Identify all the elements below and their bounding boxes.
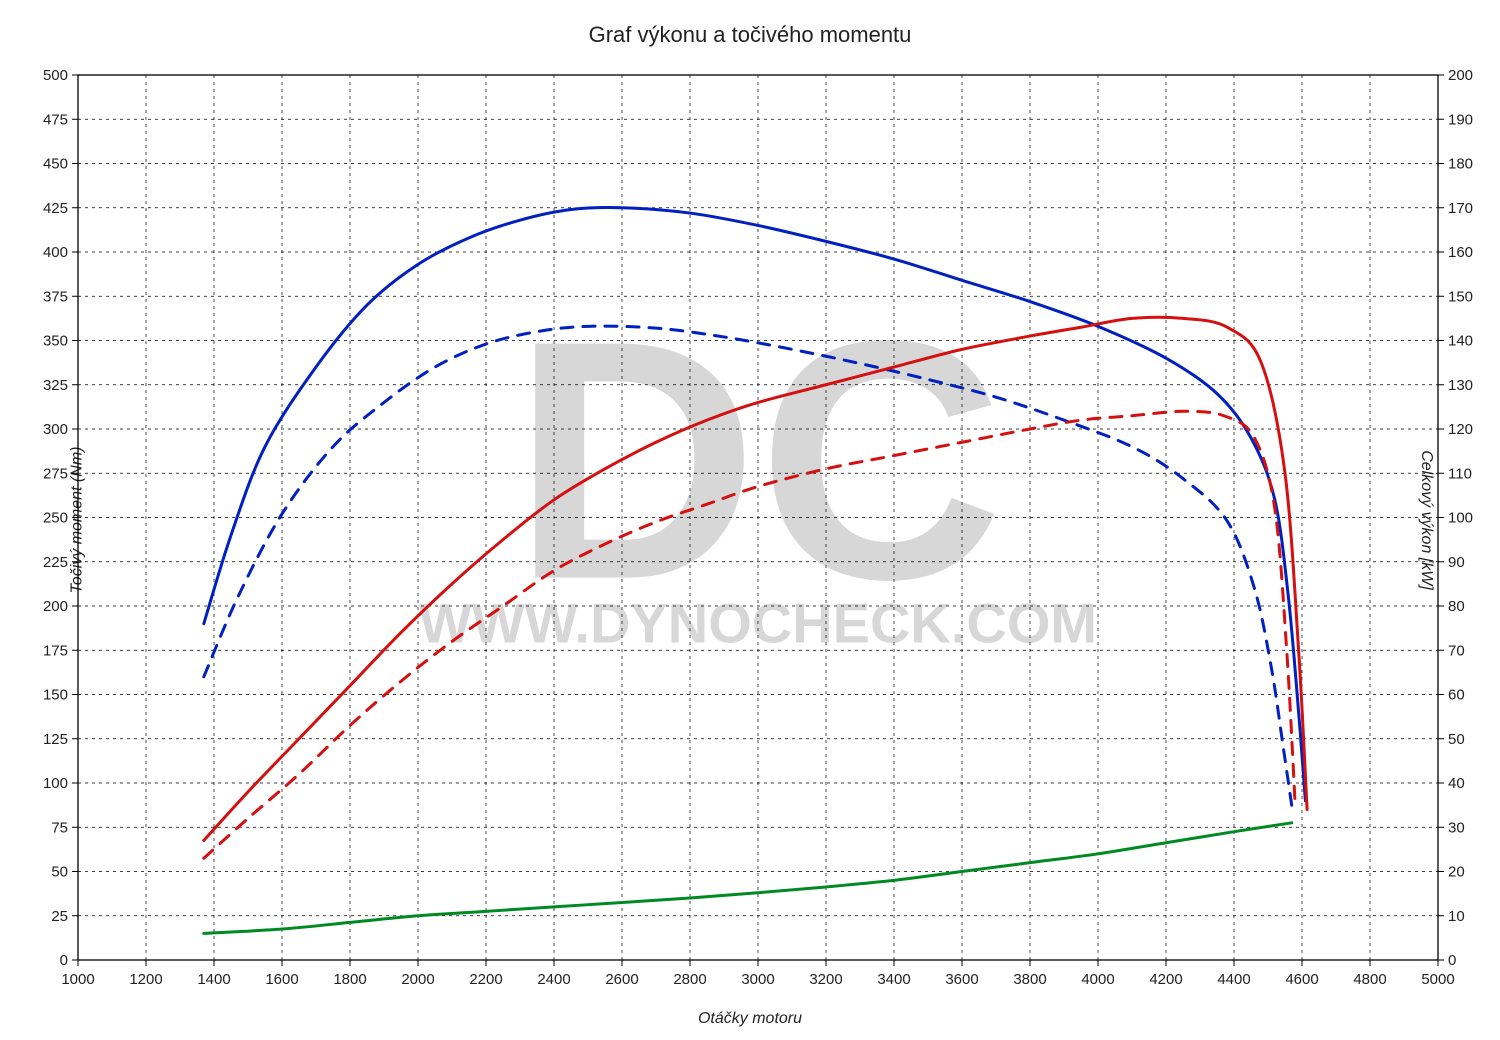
x-tick-label: 4800 xyxy=(1353,971,1386,988)
x-tick-label: 1200 xyxy=(129,971,162,988)
y-right-tick-label: 70 xyxy=(1448,642,1465,659)
y-right-tick-label: 180 xyxy=(1448,156,1473,173)
y-left-tick-label: 500 xyxy=(43,67,68,84)
y-right-tick-label: 200 xyxy=(1448,67,1473,84)
y-right-tick-label: 110 xyxy=(1448,465,1472,482)
x-tick-label: 4200 xyxy=(1149,971,1182,988)
x-tick-label: 1400 xyxy=(197,971,230,988)
y-left-tick-label: 400 xyxy=(43,244,68,261)
x-tick-label: 3400 xyxy=(877,971,910,988)
x-tick-label: 2400 xyxy=(537,971,570,988)
y-right-tick-label: 150 xyxy=(1448,288,1473,305)
y-right-tick-label: 10 xyxy=(1448,908,1465,925)
y-left-tick-label: 300 xyxy=(43,421,68,438)
y-left-tick-label: 150 xyxy=(43,687,68,704)
x-tick-label: 5000 xyxy=(1421,971,1454,988)
y-left-tick-label: 375 xyxy=(43,288,68,305)
y-left-tick-label: 250 xyxy=(43,510,68,527)
y-right-tick-label: 190 xyxy=(1448,111,1473,128)
x-tick-label: 4600 xyxy=(1285,971,1318,988)
y-right-tick-label: 50 xyxy=(1448,731,1465,748)
y-left-tick-label: 450 xyxy=(43,156,68,173)
x-tick-label: 1600 xyxy=(265,971,298,988)
y-left-tick-label: 125 xyxy=(43,731,68,748)
x-tick-label: 2800 xyxy=(673,971,706,988)
y-left-tick-label: 100 xyxy=(43,775,68,792)
y-right-tick-label: 20 xyxy=(1448,864,1465,881)
y-right-tick-label: 80 xyxy=(1448,598,1465,615)
y-left-tick-label: 475 xyxy=(43,111,68,128)
y-left-tick-label: 425 xyxy=(43,200,68,217)
y-right-tick-label: 160 xyxy=(1448,244,1473,261)
x-tick-label: 3200 xyxy=(809,971,842,988)
y-right-tick-label: 100 xyxy=(1448,510,1473,527)
y-left-tick-label: 25 xyxy=(51,908,68,925)
x-tick-label: 1800 xyxy=(333,971,366,988)
x-tick-label: 3000 xyxy=(741,971,774,988)
y-right-tick-label: 170 xyxy=(1448,200,1473,217)
y-right-tick-label: 40 xyxy=(1448,775,1465,792)
y-right-tick-label: 60 xyxy=(1448,687,1465,704)
x-tick-label: 4000 xyxy=(1081,971,1114,988)
y-right-tick-label: 140 xyxy=(1448,333,1473,350)
x-tick-label: 2000 xyxy=(401,971,434,988)
x-tick-label: 3800 xyxy=(1013,971,1046,988)
grid xyxy=(78,75,1438,960)
y-right-tick-label: 30 xyxy=(1448,819,1465,836)
y-right-tick-label: 120 xyxy=(1448,421,1473,438)
y-left-tick-label: 75 xyxy=(51,819,68,836)
y-left-tick-label: 50 xyxy=(51,864,68,881)
x-tick-label: 2200 xyxy=(469,971,502,988)
x-tick-label: 2600 xyxy=(605,971,638,988)
y-left-tick-label: 0 xyxy=(60,952,68,969)
x-tick-label: 3600 xyxy=(945,971,978,988)
y-right-tick-label: 0 xyxy=(1448,952,1456,969)
y-left-tick-label: 325 xyxy=(43,377,68,394)
y-left-tick-label: 275 xyxy=(43,465,68,482)
x-tick-label: 4400 xyxy=(1217,971,1250,988)
y-right-tick-label: 90 xyxy=(1448,554,1465,571)
y-left-tick-label: 225 xyxy=(43,554,68,571)
y-right-tick-label: 130 xyxy=(1448,377,1473,394)
y-left-tick-label: 350 xyxy=(43,333,68,350)
y-left-tick-label: 175 xyxy=(43,642,68,659)
y-left-tick-label: 200 xyxy=(43,598,68,615)
series-loss xyxy=(204,823,1292,934)
x-tick-label: 1000 xyxy=(61,971,94,988)
dyno-chart: DCWWW.DYNOCHECK.COM100012001400160018002… xyxy=(0,0,1500,1040)
